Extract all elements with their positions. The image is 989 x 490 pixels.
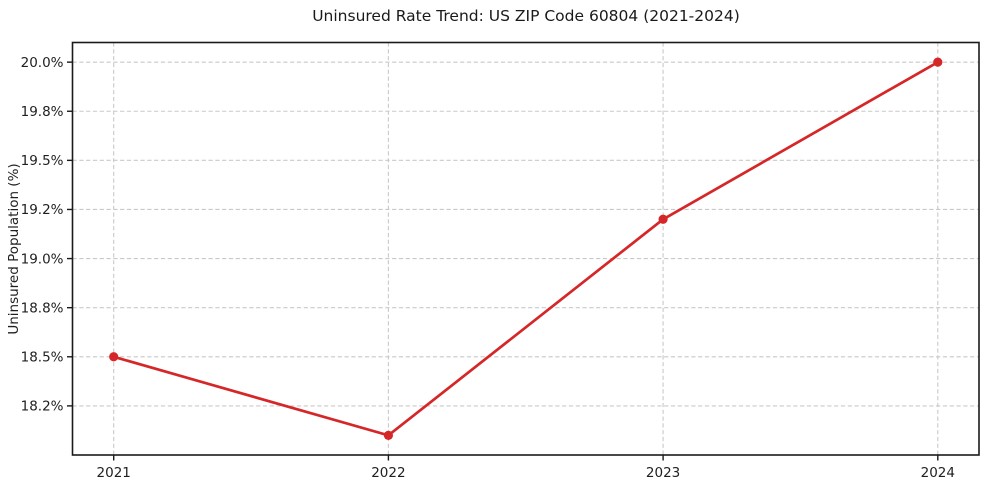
axes-spines <box>71 41 980 456</box>
y-tick-label: 19.5% <box>21 153 64 169</box>
y-tick-label: 19.2% <box>21 202 64 218</box>
x-tick-label: 2021 <box>97 465 131 481</box>
chart-title: Uninsured Rate Trend: US ZIP Code 60804 … <box>312 7 740 25</box>
data-point-marker <box>109 352 119 362</box>
trend-line <box>112 60 940 437</box>
y-tick-label: 19.8% <box>21 104 64 120</box>
y-tick-label: 18.2% <box>21 399 64 415</box>
data-point-marker <box>383 430 394 440</box>
data-point-marker <box>658 214 668 224</box>
x-tick-label: 2022 <box>371 465 405 481</box>
y-tick-label: 18.5% <box>21 349 64 365</box>
x-tick-label: 2023 <box>646 465 680 481</box>
x-tick-label: 2024 <box>921 465 955 481</box>
data-point-marker <box>933 57 943 67</box>
y-tick-label: 20.0% <box>21 55 64 71</box>
y-tick-label: 18.8% <box>21 300 64 316</box>
y-tick-label: 19.0% <box>21 251 64 267</box>
